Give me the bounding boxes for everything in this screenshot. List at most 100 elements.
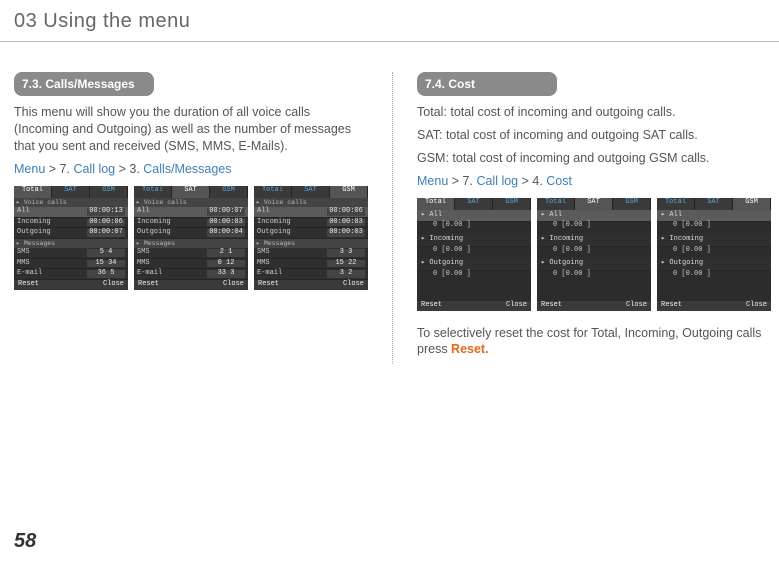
phone-tab: GSM <box>493 198 531 210</box>
phone-tab: Total <box>537 198 575 210</box>
phone-softkey: Reset <box>138 281 159 289</box>
nav-menu: Menu <box>14 162 45 176</box>
phone-row: SMS 2 1 <box>134 248 248 259</box>
calls-messages-nav-path: Menu > 7. Call log > 3. Calls/Messages <box>14 161 368 178</box>
phone-row-value: 15 22 <box>327 260 365 268</box>
nav-sep: > 7. <box>448 174 476 188</box>
phone-row-key: Outgoing <box>17 229 51 237</box>
phone-row-value: 00:00:03 <box>207 219 245 227</box>
phone-softkey: Reset <box>541 302 562 310</box>
phone-tab: SAT <box>172 186 210 198</box>
phone-row: E-mail33 3 <box>134 269 248 280</box>
right-column: 7.4. Cost Total: total cost of incoming … <box>417 72 771 364</box>
phone-group-header: ▸ Messages <box>134 239 248 248</box>
phone-group-header: ▸ Voice calls <box>254 198 368 207</box>
cost-total-line: Total: total cost of incoming and outgoi… <box>417 104 771 121</box>
cost-sat-line: SAT: total cost of incoming and outgoing… <box>417 127 771 144</box>
phone-tab: Total <box>134 186 172 198</box>
nav-calls-messages: Calls/Messages <box>143 162 231 176</box>
phone-row-value: 0 12 <box>207 260 245 268</box>
phone-softkeys: ResetClose <box>417 301 531 311</box>
phone-row-key: Outgoing <box>257 229 291 237</box>
phone-row-value: 3 2 <box>327 270 365 278</box>
phone-tab: SAT <box>292 186 330 198</box>
cost-nav-path: Menu > 7. Call log > 4. Cost <box>417 173 771 190</box>
phone-softkey: Close <box>626 302 647 310</box>
phone-row: All00:00:07 <box>134 207 248 218</box>
phone-row: Outgoing00:00:07 <box>14 228 128 239</box>
phone-cost-header: ▸ Incoming <box>537 234 651 247</box>
phone-row-value: 00:00:04 <box>207 229 245 237</box>
phone-row: Incoming 00:00:03 <box>134 218 248 229</box>
phone-softkeys: Reset Close <box>657 301 771 311</box>
phone-cost-value: 0 [0.00 ] <box>417 247 531 259</box>
phone-row: All00:00:06 <box>254 207 368 218</box>
phone-row-key: SMS <box>257 249 270 257</box>
phone-row-value: 00:00:13 <box>87 208 125 216</box>
phone-row-key: SMS <box>17 249 30 257</box>
phone-softkey: Reset <box>661 302 682 310</box>
phone-row-value: 33 3 <box>207 270 245 278</box>
phone-row-value: 00:00:06 <box>327 208 365 216</box>
phone-row: Outgoing 00:00:03 <box>254 228 368 239</box>
phone-row-key: Incoming <box>137 219 171 227</box>
phone-softkey: Close <box>343 281 364 289</box>
spacer <box>537 283 651 301</box>
phone-cost-value: 0 [0.00 ] <box>657 247 771 259</box>
phone-row-key: E-mail <box>17 270 42 278</box>
section-heading-cost: 7.4. Cost <box>417 72 557 96</box>
cost-screenshots: TotalSATGSM▸ All0 [0.00 ]▸ Incoming0 [0.… <box>417 198 771 311</box>
phone-row: MMS15 34 <box>14 259 128 270</box>
phone-row: Incoming00:00:06 <box>14 218 128 229</box>
phone-tab: GSM <box>210 186 248 198</box>
phone-screenshot: TotalSATGSM▸ Voice callsAll00:00:06Incom… <box>254 186 368 290</box>
phone-group-header: ▸ Voice calls <box>14 198 128 207</box>
phone-cost-header: ▸ Incoming <box>657 234 771 247</box>
phone-row-key: All <box>17 208 30 216</box>
phone-tab: SAT <box>575 198 613 210</box>
phone-row-key: E-mail <box>257 270 282 278</box>
phone-row: SMS 3 3 <box>254 248 368 259</box>
phone-softkey: Close <box>746 302 767 310</box>
phone-row-value: 15 34 <box>87 260 125 268</box>
phone-row-value: 00:00:03 <box>327 219 365 227</box>
phone-row: All 00:00:13 <box>14 207 128 218</box>
phone-softkey: Reset <box>421 302 442 310</box>
phone-screenshot: TotalSATGSM▸ All0 [0.00 ]▸ Incoming0 [0.… <box>657 198 771 311</box>
phone-row-key: All <box>137 208 150 216</box>
chapter-title: 03 Using the menu <box>0 0 779 42</box>
phone-softkeys: ResetClose <box>134 280 248 290</box>
phone-tab: SAT <box>695 198 733 210</box>
page-number: 58 <box>14 530 36 553</box>
phone-tab: Total <box>657 198 695 210</box>
phone-group-header: ▸ Voice calls <box>134 198 248 207</box>
phone-screenshot: TotalSATGSM▸ Voice callsAll00:00:13Incom… <box>14 186 128 290</box>
phone-cost-value: 0 [0.00 ] <box>657 271 771 283</box>
phone-cost-value: 0 [0.00 ] <box>537 222 651 234</box>
nav-calllog: Call log <box>476 174 518 188</box>
reset-label: Reset. <box>451 342 489 356</box>
phone-softkey: Reset <box>258 281 279 289</box>
calls-messages-screenshots: TotalSATGSM▸ Voice callsAll00:00:13Incom… <box>14 186 368 290</box>
phone-tab: GSM <box>330 186 368 198</box>
phone-tab: Total <box>254 186 292 198</box>
phone-row: Incoming 00:00:03 <box>254 218 368 229</box>
phone-softkey: Reset <box>18 281 39 289</box>
phone-row-value: 00:00:03 <box>327 229 365 237</box>
phone-row-value: 2 1 <box>207 249 245 257</box>
phone-row-value: 3 3 <box>327 249 365 257</box>
phone-group-header: ▸ Messages <box>14 239 128 248</box>
phone-row-key: SMS <box>137 249 150 257</box>
phone-tab: Total <box>417 198 455 210</box>
column-divider <box>392 72 393 364</box>
spacer <box>657 283 771 301</box>
phone-row: E-mail 3 2 <box>254 269 368 280</box>
phone-softkeys: Reset Close <box>254 280 368 290</box>
phone-row-key: Incoming <box>257 219 291 227</box>
phone-tab: GSM <box>733 198 771 210</box>
phone-row-key: Outgoing <box>137 229 171 237</box>
phone-row-value: 5 4 <box>87 249 125 257</box>
phone-row: E-mail36 5 <box>14 269 128 280</box>
phone-cost-value: 0 [0.00 ] <box>537 271 651 283</box>
phone-row: MMS15 22 <box>254 259 368 270</box>
